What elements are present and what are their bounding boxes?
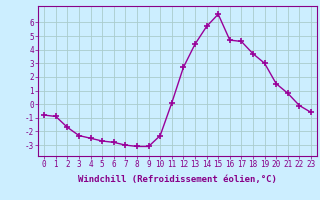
X-axis label: Windchill (Refroidissement éolien,°C): Windchill (Refroidissement éolien,°C) [78, 175, 277, 184]
